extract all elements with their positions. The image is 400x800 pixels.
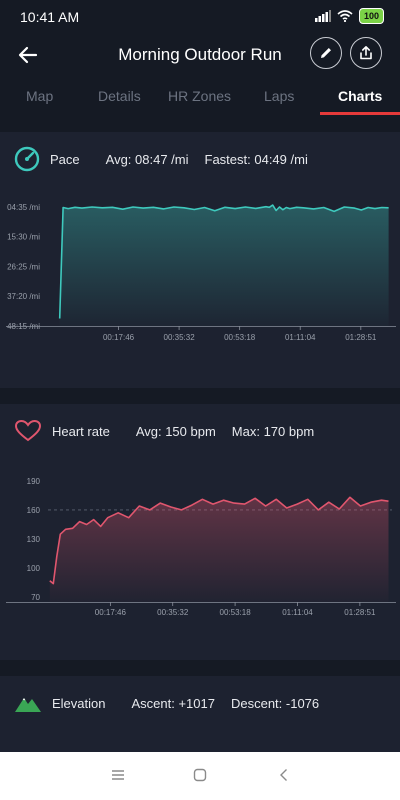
hr-y-tick-label: 100 bbox=[27, 564, 41, 573]
back-button[interactable] bbox=[14, 41, 42, 69]
mountain-icon bbox=[15, 698, 41, 712]
heart-rate-avg: Avg: 150 bpm bbox=[135, 423, 216, 439]
hr-x-tick-label: 00:17:46 bbox=[95, 608, 127, 617]
app-bar: Morning Outdoor Run bbox=[0, 32, 400, 78]
elevation-ascent: Ascent: +1017 bbox=[131, 695, 215, 711]
pace-x-tick-label: 01:11:04 bbox=[285, 333, 316, 342]
elevation-descent: Descent: -1076 bbox=[230, 695, 320, 711]
pace-y-tick-label: 37:20 /mi bbox=[7, 292, 40, 301]
pace-avg: Avg: 08:47 /mi bbox=[105, 151, 189, 167]
hr-x-tick-label: 01:11:04 bbox=[282, 608, 313, 617]
pace-series-line bbox=[58, 204, 389, 319]
heart-rate-max: Max: 170 bpm bbox=[231, 423, 315, 439]
tab-charts[interactable]: Charts bbox=[338, 88, 383, 104]
hr-y-tick-label: 130 bbox=[27, 535, 41, 544]
wifi-icon bbox=[337, 10, 353, 22]
back-arrow-icon bbox=[18, 46, 38, 64]
tab-laps[interactable]: Laps bbox=[264, 88, 295, 104]
back-icon bbox=[280, 769, 287, 781]
share-button[interactable] bbox=[350, 37, 382, 69]
pace-area-fill bbox=[59, 205, 389, 326]
speedometer-icon bbox=[14, 146, 40, 172]
hr-x-tick-label: 00:35:32 bbox=[157, 608, 189, 617]
hr-y-tick-label: 160 bbox=[27, 506, 41, 515]
pace-x-tick-label: 00:35:32 bbox=[164, 333, 196, 342]
menu-icon bbox=[112, 770, 124, 780]
hr-y-tick-label: 70 bbox=[31, 593, 40, 602]
hr-x-tick-label: 01:28:51 bbox=[344, 608, 376, 617]
edit-button[interactable] bbox=[310, 37, 342, 69]
pace-fastest: Fastest: 04:49 /mi bbox=[204, 151, 308, 167]
elevation-label: Elevation bbox=[52, 695, 106, 711]
pencil-icon bbox=[321, 48, 331, 58]
pace-y-tick-label: 26:25 /mi bbox=[7, 262, 40, 271]
home-icon bbox=[193, 768, 207, 782]
elevation-panel: Elevation Ascent: +1017 Descent: -1076 bbox=[0, 676, 400, 752]
pace-x-tick-label: 00:53:18 bbox=[224, 333, 256, 342]
battery-icon: 100 bbox=[358, 8, 384, 24]
active-tab-indicator bbox=[320, 112, 400, 115]
tab-map[interactable]: Map bbox=[26, 88, 54, 104]
heart-icon bbox=[14, 419, 42, 442]
recent-apps-button[interactable] bbox=[110, 768, 130, 784]
heart-rate-chart: 190 160 130 100 70 00:17:46 00:35:32 00:53:18 01… bbox=[6, 477, 396, 617]
heart-rate-header: Heart rate Avg: 150 bpm Max: 170 bpm bbox=[14, 418, 314, 444]
tab-bar: Map Details HR Zones Laps Charts bbox=[0, 80, 400, 116]
pace-y-tick-label: 04:35 /mi bbox=[7, 203, 40, 212]
tab-hr-zones[interactable]: HR Zones bbox=[168, 88, 232, 104]
home-button[interactable] bbox=[192, 768, 212, 784]
hr-area-fill bbox=[49, 497, 389, 602]
elevation-header: Elevation Ascent: +1017 Descent: -1076 bbox=[14, 690, 319, 716]
pace-label: Pace bbox=[50, 151, 80, 167]
status-time: 10:41 AM bbox=[20, 9, 80, 25]
pace-x-tick-label: 01:28:51 bbox=[345, 333, 377, 342]
heart-rate-panel: Heart rate Avg: 150 bpm Max: 170 bpm 190… bbox=[0, 404, 400, 660]
hr-x-tick-label: 00:53:18 bbox=[220, 608, 252, 617]
system-nav-bar bbox=[0, 752, 400, 800]
pace-panel: Pace Avg: 08:47 /mi Fastest: 04:49 /mi 0… bbox=[0, 132, 400, 388]
page-title: Morning Outdoor Run bbox=[118, 45, 282, 64]
hr-series-line bbox=[49, 496, 389, 585]
tab-details[interactable]: Details bbox=[98, 88, 141, 104]
share-icon bbox=[360, 46, 372, 60]
pace-y-tick-label: 15:30 /mi bbox=[7, 233, 40, 242]
pace-x-tick-label: 00:17:46 bbox=[103, 333, 135, 342]
hr-y-tick-label: 190 bbox=[27, 477, 41, 486]
back-nav-button[interactable] bbox=[276, 768, 296, 784]
signal-icon bbox=[314, 10, 331, 22]
status-bar: 10:41 AM 100 bbox=[0, 0, 400, 32]
status-icons: 100 bbox=[314, 8, 384, 24]
heart-rate-label: Heart rate bbox=[52, 423, 110, 439]
pace-header: Pace Avg: 08:47 /mi Fastest: 04:49 /mi bbox=[14, 146, 308, 172]
